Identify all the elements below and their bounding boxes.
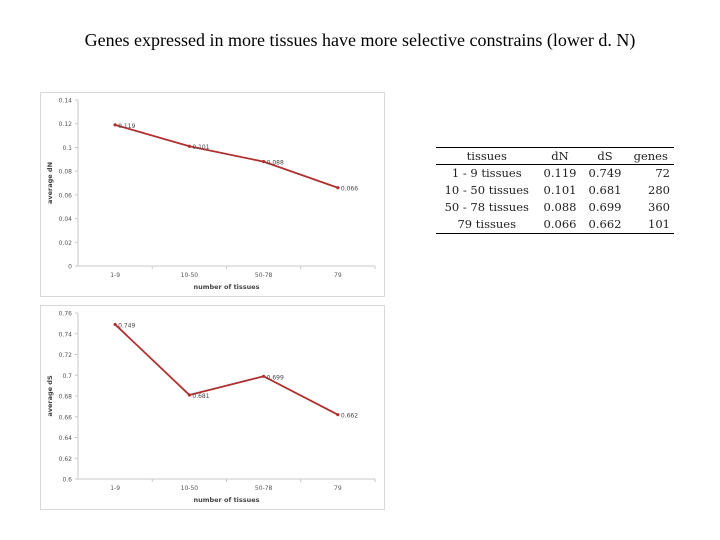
y-tick-label: 0.1 bbox=[62, 145, 72, 152]
chart-frame bbox=[40, 305, 385, 510]
table-cell: 0.699 bbox=[588, 200, 622, 214]
y-tick-label: 0.68 bbox=[59, 394, 73, 401]
dn-line-chart: 0 0.02 0.04 0.06 0.08 0.1 0.12 0.14 1-9 10-50 50-7… bbox=[40, 92, 385, 297]
y-tick-label: 0.64 bbox=[59, 435, 73, 442]
x-tick-label: 10-50 bbox=[181, 272, 199, 279]
table-header-dn: dN bbox=[551, 149, 569, 163]
table-row: 1 - 9 tissues 0.119 0.749 72 bbox=[436, 165, 674, 183]
series-line bbox=[114, 323, 339, 416]
table-header-row: tissues dN dS genes bbox=[436, 147, 674, 165]
table-cell: 0.681 bbox=[588, 183, 622, 197]
x-tick-label: 50-78 bbox=[255, 272, 273, 279]
x-axis-title: number of tissues bbox=[193, 283, 259, 291]
y-tick-label: 0.72 bbox=[59, 352, 73, 359]
table-cell: 0.066 bbox=[543, 217, 577, 231]
data-point bbox=[336, 413, 340, 417]
y-tick-label: 0.14 bbox=[59, 98, 73, 105]
y-axis-title: average dS bbox=[46, 375, 54, 417]
ds-line-chart: 0.6 0.62 0.64 0.66 0.68 0.7 0.72 0.74 0.76 1-9 10-… bbox=[40, 305, 385, 510]
table-cell: 0.749 bbox=[588, 166, 622, 180]
data-point bbox=[113, 123, 117, 127]
table-row: 50 - 78 tissues 0.088 0.699 360 bbox=[436, 199, 674, 216]
table-cell: 0.119 bbox=[543, 166, 577, 180]
x-tick-label: 79 bbox=[334, 485, 342, 492]
data-point bbox=[336, 186, 340, 190]
slide-title: Genes expressed in more tissues have mor… bbox=[84, 30, 636, 50]
data-label: 0.066 bbox=[341, 186, 358, 193]
data-point bbox=[262, 374, 266, 378]
y-tick-label: 0.62 bbox=[59, 456, 73, 463]
y-tick-label: 0.76 bbox=[59, 311, 73, 318]
data-label: 0.101 bbox=[192, 144, 209, 151]
y-tick-label: 0.6 bbox=[62, 477, 72, 484]
data-point bbox=[262, 160, 266, 164]
y-tick-label: 0.02 bbox=[59, 240, 73, 247]
table-cell: 79 tissues bbox=[457, 217, 516, 231]
table-cell: 101 bbox=[648, 217, 670, 231]
y-tick-label: 0.06 bbox=[59, 192, 73, 199]
data-point bbox=[187, 393, 191, 397]
series-line bbox=[114, 124, 339, 189]
y-tick-label: 0.7 bbox=[62, 373, 72, 380]
y-tick-label: 0.74 bbox=[59, 331, 73, 338]
y-axis-title: average dN bbox=[46, 162, 54, 204]
table-row: 79 tissues 0.066 0.662 101 bbox=[436, 216, 674, 234]
table-cell: 50 - 78 tissues bbox=[444, 200, 529, 214]
x-tick-label: 50-78 bbox=[255, 485, 273, 492]
dn-chart-svg: 0 0.02 0.04 0.06 0.08 0.1 0.12 0.14 1-9 10-50 50-7… bbox=[40, 92, 385, 297]
table-row: 10 - 50 tissues 0.101 0.681 280 bbox=[436, 182, 674, 199]
table-cell: 280 bbox=[648, 183, 670, 197]
table-cell: 360 bbox=[648, 200, 670, 214]
ds-chart-svg: 0.6 0.62 0.64 0.66 0.68 0.7 0.72 0.74 0.76 1-9 10-… bbox=[40, 305, 385, 510]
x-tick-label: 1-9 bbox=[110, 272, 120, 279]
data-point bbox=[187, 144, 191, 148]
table-cell: 0.088 bbox=[543, 200, 577, 214]
y-tick-label: 0.66 bbox=[59, 414, 73, 421]
chart-frame bbox=[40, 92, 385, 297]
y-tick-label: 0.04 bbox=[59, 216, 73, 223]
x-tick-label: 10-50 bbox=[181, 485, 199, 492]
table-cell: 0.101 bbox=[543, 183, 577, 197]
y-tick-label: 0.08 bbox=[59, 169, 73, 176]
table-cell: 0.662 bbox=[588, 217, 622, 231]
table-cell: 72 bbox=[655, 166, 670, 180]
table-header-ds: dS bbox=[597, 149, 613, 163]
data-label: 0.681 bbox=[192, 393, 209, 400]
x-tick-label: 79 bbox=[334, 272, 342, 279]
x-axis-title: number of tissues bbox=[193, 496, 259, 504]
data-label: 0.088 bbox=[267, 160, 284, 167]
data-label: 0.662 bbox=[341, 413, 358, 420]
y-tick-label: 0 bbox=[68, 264, 72, 271]
table-header-genes: genes bbox=[633, 149, 668, 163]
y-tick-label: 0.12 bbox=[59, 121, 73, 128]
summary-table: tissues dN dS genes 1 - 9 tissues 0.119 … bbox=[436, 147, 674, 234]
table-header-tissues: tissues bbox=[466, 149, 507, 163]
data-label: 0.699 bbox=[267, 374, 284, 381]
data-point bbox=[113, 322, 117, 327]
table-cell: 1 - 9 tissues bbox=[451, 166, 522, 180]
data-label: 0.749 bbox=[118, 322, 135, 329]
data-label: 0.119 bbox=[118, 123, 135, 130]
table-cell: 10 - 50 tissues bbox=[444, 183, 529, 197]
x-tick-label: 1-9 bbox=[110, 485, 120, 492]
